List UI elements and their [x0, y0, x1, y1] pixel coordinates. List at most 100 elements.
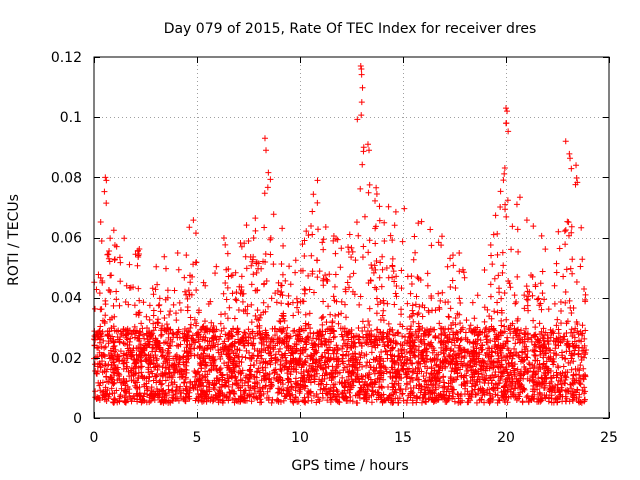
- data-point: [153, 386, 160, 393]
- data-point: [224, 332, 231, 339]
- data-point: [425, 340, 432, 347]
- data-point: [507, 284, 514, 291]
- data-point: [548, 329, 555, 336]
- data-point: [543, 380, 550, 387]
- data-point: [111, 256, 118, 263]
- data-point: [480, 367, 487, 374]
- data-point: [572, 389, 579, 396]
- data-point: [515, 248, 522, 255]
- data-point: [278, 282, 285, 289]
- data-point: [334, 346, 341, 353]
- data-point: [581, 371, 588, 378]
- data-point: [359, 161, 366, 168]
- data-point: [267, 236, 274, 243]
- data-point: [485, 379, 492, 386]
- data-point: [209, 379, 216, 386]
- data-point: [485, 397, 492, 404]
- data-point: [341, 382, 348, 389]
- data-point: [220, 397, 227, 404]
- data-point: [567, 329, 574, 336]
- data-point: [504, 108, 511, 115]
- data-point: [335, 311, 342, 318]
- data-point: [166, 398, 173, 405]
- data-point: [499, 249, 506, 256]
- data-point: [276, 317, 283, 324]
- data-point: [399, 365, 406, 372]
- data-point: [295, 382, 302, 389]
- data-point: [482, 334, 489, 341]
- data-point: [187, 321, 194, 328]
- data-point: [346, 273, 353, 280]
- data-point: [534, 336, 541, 343]
- data-point: [344, 279, 351, 286]
- data-point: [171, 287, 178, 294]
- data-point: [196, 345, 203, 352]
- data-point: [252, 287, 259, 294]
- data-point: [307, 355, 314, 362]
- data-point: [537, 300, 544, 307]
- data-point: [564, 369, 571, 376]
- data-point: [442, 343, 449, 350]
- data-point: [417, 351, 424, 358]
- data-point: [314, 394, 321, 401]
- data-point: [265, 394, 272, 401]
- data-point: [181, 274, 188, 281]
- data-point: [112, 397, 119, 404]
- data-point: [373, 258, 380, 265]
- data-point: [132, 370, 139, 377]
- data-point: [138, 320, 145, 327]
- y-tick-label: 0.06: [51, 231, 82, 247]
- data-point: [422, 346, 429, 353]
- data-point: [301, 237, 308, 244]
- data-point: [331, 328, 338, 335]
- data-point: [428, 377, 435, 384]
- data-point: [439, 233, 446, 240]
- y-tick-label: 0.12: [51, 50, 82, 66]
- data-point: [175, 343, 182, 350]
- data-point: [514, 327, 521, 334]
- data-point: [461, 274, 468, 281]
- data-point: [472, 381, 479, 388]
- data-point: [240, 308, 247, 315]
- data-point: [343, 314, 350, 321]
- data-point: [135, 252, 142, 259]
- data-point: [312, 359, 319, 366]
- data-point: [348, 244, 355, 251]
- data-point: [488, 315, 495, 322]
- data-point: [248, 301, 255, 308]
- data-point: [445, 388, 452, 395]
- data-point: [139, 373, 146, 380]
- data-point: [248, 371, 255, 378]
- data-point: [457, 320, 464, 327]
- data-point: [404, 397, 411, 404]
- data-point: [452, 351, 459, 358]
- data-point: [482, 326, 489, 333]
- data-point: [109, 390, 116, 397]
- data-point: [231, 362, 238, 369]
- data-point: [408, 360, 415, 367]
- data-point: [257, 388, 264, 395]
- data-point: [122, 399, 129, 406]
- data-point: [493, 334, 500, 341]
- data-point: [101, 362, 108, 369]
- data-point: [141, 351, 148, 358]
- data-point: [278, 312, 285, 319]
- data-point: [433, 386, 440, 393]
- data-point: [330, 374, 337, 381]
- data-point: [570, 371, 577, 378]
- data-point: [382, 347, 389, 354]
- data-point: [280, 242, 287, 249]
- data-point: [290, 328, 297, 335]
- data-point: [162, 377, 169, 384]
- data-point: [463, 372, 470, 379]
- data-point: [389, 380, 396, 387]
- data-point: [365, 249, 372, 256]
- data-point: [201, 318, 208, 325]
- data-point: [551, 282, 558, 289]
- data-point: [565, 359, 572, 366]
- data-point: [383, 264, 390, 271]
- data-point: [575, 331, 582, 338]
- data-point: [200, 323, 207, 330]
- data-point: [170, 301, 177, 308]
- data-point: [146, 399, 153, 406]
